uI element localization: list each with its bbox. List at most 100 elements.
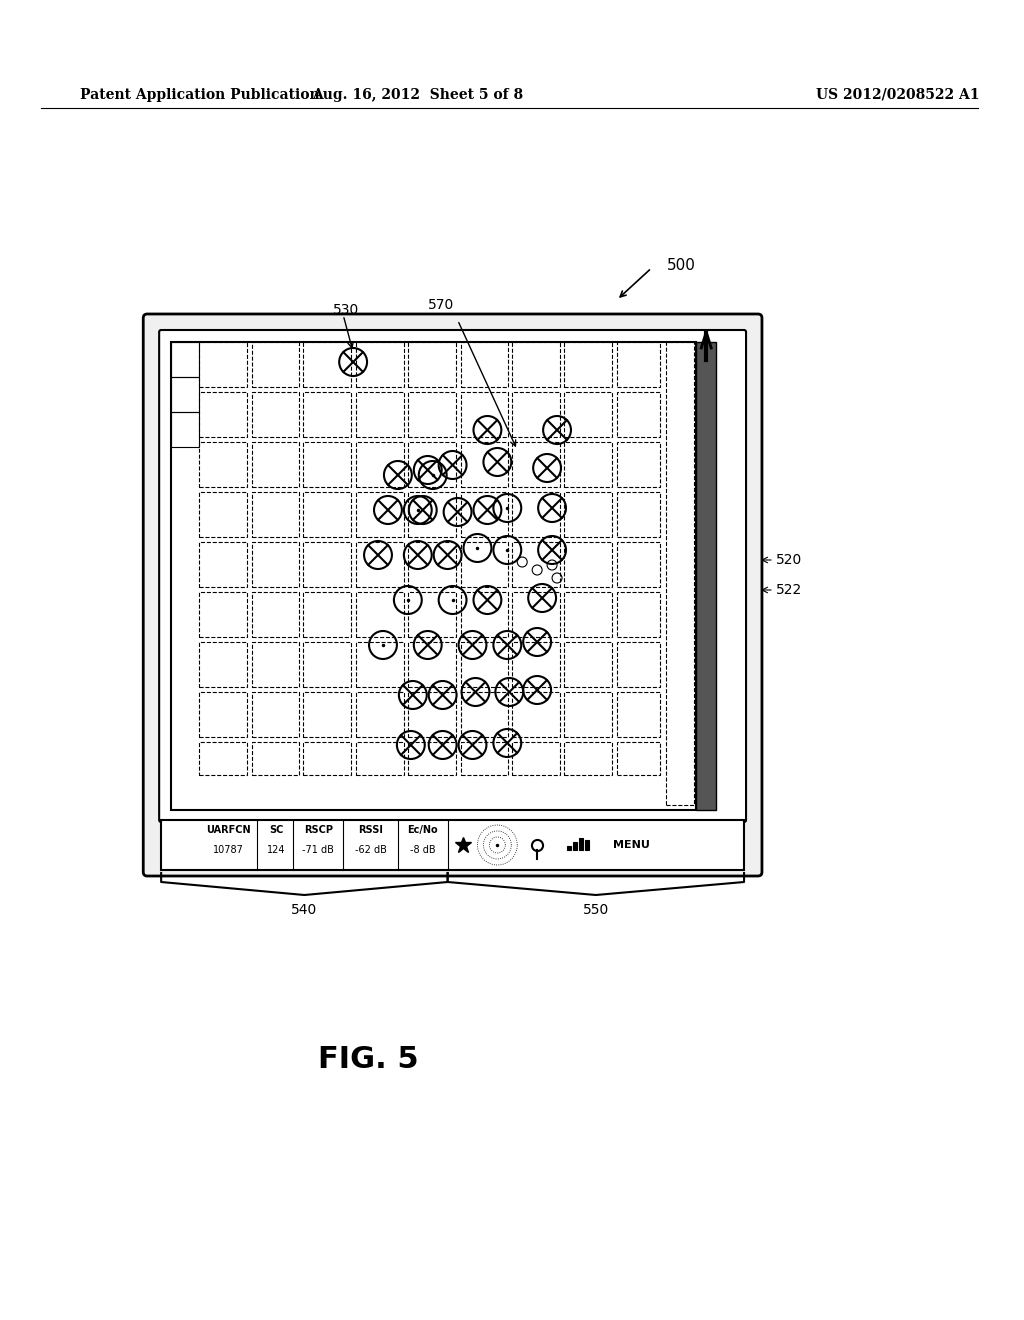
- Text: 570: 570: [428, 298, 454, 312]
- Text: 522: 522: [776, 583, 802, 597]
- Bar: [356, 392, 403, 437]
- Bar: [616, 392, 659, 437]
- Text: -62 dB: -62 dB: [355, 845, 387, 855]
- Text: RSCP: RSCP: [304, 825, 333, 836]
- Bar: [616, 543, 659, 587]
- Bar: [616, 442, 659, 487]
- Bar: [616, 591, 659, 638]
- Bar: [356, 543, 403, 587]
- Text: FIG. 5: FIG. 5: [317, 1045, 419, 1074]
- Text: 530: 530: [333, 304, 359, 317]
- Text: Ec/No: Ec/No: [408, 825, 438, 836]
- Text: SC: SC: [269, 825, 284, 836]
- Bar: [512, 342, 560, 387]
- Bar: [356, 342, 403, 387]
- Bar: [564, 591, 611, 638]
- Bar: [408, 591, 456, 638]
- Bar: [408, 392, 456, 437]
- Bar: [408, 543, 456, 587]
- Text: RSSI: RSSI: [358, 825, 383, 836]
- Bar: [199, 642, 247, 686]
- Bar: [356, 442, 403, 487]
- Bar: [199, 442, 247, 487]
- Bar: [303, 642, 351, 686]
- Text: 124: 124: [267, 845, 286, 855]
- Bar: [408, 692, 456, 737]
- Bar: [171, 412, 199, 447]
- Bar: [616, 342, 659, 387]
- Bar: [252, 392, 299, 437]
- Text: -8 dB: -8 dB: [410, 845, 435, 855]
- Bar: [564, 442, 611, 487]
- Bar: [356, 742, 403, 775]
- Bar: [512, 392, 560, 437]
- Bar: [461, 492, 508, 537]
- Bar: [461, 442, 508, 487]
- Bar: [585, 840, 589, 850]
- Bar: [356, 642, 403, 686]
- Bar: [564, 492, 611, 537]
- Bar: [512, 642, 560, 686]
- Bar: [512, 492, 560, 537]
- Bar: [356, 591, 403, 638]
- Bar: [252, 642, 299, 686]
- Bar: [567, 846, 571, 850]
- Bar: [171, 342, 696, 810]
- Bar: [199, 692, 247, 737]
- Bar: [356, 692, 403, 737]
- Bar: [512, 442, 560, 487]
- Bar: [303, 543, 351, 587]
- Bar: [303, 742, 351, 775]
- Bar: [564, 742, 611, 775]
- Bar: [199, 543, 247, 587]
- Bar: [564, 642, 611, 686]
- Bar: [408, 642, 456, 686]
- Bar: [171, 378, 199, 412]
- Bar: [573, 842, 577, 850]
- Bar: [461, 692, 508, 737]
- Bar: [303, 492, 351, 537]
- Bar: [303, 442, 351, 487]
- Text: 520: 520: [776, 553, 802, 568]
- Text: 550: 550: [583, 903, 609, 917]
- Bar: [252, 342, 299, 387]
- Bar: [564, 543, 611, 587]
- Bar: [461, 543, 508, 587]
- Text: -71 dB: -71 dB: [302, 845, 334, 855]
- Bar: [461, 742, 508, 775]
- Text: 10787: 10787: [213, 845, 245, 855]
- Bar: [564, 692, 611, 737]
- Bar: [303, 692, 351, 737]
- Bar: [199, 591, 247, 638]
- Bar: [461, 591, 508, 638]
- Bar: [303, 392, 351, 437]
- Bar: [616, 642, 659, 686]
- Text: MENU: MENU: [613, 840, 650, 850]
- Text: Patent Application Publication: Patent Application Publication: [80, 88, 319, 102]
- Bar: [696, 342, 716, 810]
- Bar: [512, 543, 560, 587]
- FancyBboxPatch shape: [143, 314, 762, 876]
- Bar: [564, 342, 611, 387]
- Bar: [171, 342, 199, 378]
- Bar: [199, 742, 247, 775]
- Bar: [252, 442, 299, 487]
- Bar: [252, 742, 299, 775]
- Bar: [252, 591, 299, 638]
- Bar: [199, 392, 247, 437]
- Text: Aug. 16, 2012  Sheet 5 of 8: Aug. 16, 2012 Sheet 5 of 8: [312, 88, 523, 102]
- Text: UARFCN: UARFCN: [207, 825, 251, 836]
- Bar: [461, 392, 508, 437]
- Bar: [667, 342, 694, 805]
- Bar: [461, 642, 508, 686]
- Bar: [512, 591, 560, 638]
- Bar: [512, 742, 560, 775]
- Text: US 2012/0208522 A1: US 2012/0208522 A1: [816, 88, 979, 102]
- Bar: [303, 342, 351, 387]
- Bar: [408, 742, 456, 775]
- Bar: [252, 492, 299, 537]
- Bar: [616, 692, 659, 737]
- Bar: [199, 342, 247, 387]
- Bar: [512, 692, 560, 737]
- Bar: [408, 442, 456, 487]
